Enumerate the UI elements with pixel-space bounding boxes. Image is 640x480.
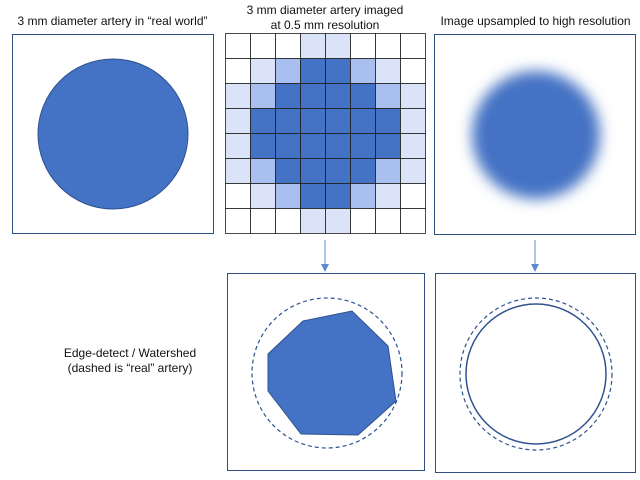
pixel-cell (275, 33, 301, 59)
pixel-grid-panel (225, 33, 426, 234)
pixel-cell (350, 83, 376, 109)
pixel-cell (250, 158, 276, 184)
pixel-cell (375, 158, 401, 184)
pixel-cell (225, 108, 251, 134)
real-artery-dashed-outline (251, 297, 403, 449)
pixel-cell (300, 208, 326, 234)
pixel-cell (250, 183, 276, 209)
pixel-cell (350, 208, 376, 234)
caption-upsampled: Image upsampled to high resolution (440, 14, 631, 28)
pixel-cell (400, 183, 426, 209)
pixel-cell (225, 158, 251, 184)
pixel-cell (325, 208, 351, 234)
pixel-cell (325, 158, 351, 184)
pixel-cell (250, 133, 276, 159)
pixel-cell (350, 133, 376, 159)
pixel-cell (300, 183, 326, 209)
pixel-cell (400, 33, 426, 59)
edge-detect-svg (251, 297, 403, 449)
pixel-cell (400, 208, 426, 234)
pixel-cell (350, 158, 376, 184)
pixel-cell (300, 158, 326, 184)
pixel-cell (250, 58, 276, 84)
pixel-cell (275, 58, 301, 84)
pixel-cell (250, 108, 276, 134)
pixel-cell (250, 83, 276, 109)
pixel-cell (375, 58, 401, 84)
pixel-cell (275, 208, 301, 234)
pixel-cell (300, 133, 326, 159)
pixel-cell (275, 183, 301, 209)
pixel-cell (325, 108, 351, 134)
pixel-cell (350, 183, 376, 209)
pixel-cell (375, 133, 401, 159)
pixel-cell (400, 133, 426, 159)
upsampled-artery-blur (472, 71, 600, 199)
watershed-panel (435, 273, 636, 473)
upsampled-panel (434, 34, 636, 235)
watershed-svg (459, 297, 613, 451)
pixel-cell (250, 33, 276, 59)
pixel-cell (300, 83, 326, 109)
pixel-cell (275, 158, 301, 184)
pixel-cell (300, 108, 326, 134)
pixel-cell (375, 83, 401, 109)
pixel-cell (375, 33, 401, 59)
detected-circle-outline (465, 303, 607, 445)
arrow-down-left (321, 240, 329, 272)
pixel-cell (275, 83, 301, 109)
pixel-cell (225, 183, 251, 209)
pixel-cell (300, 58, 326, 84)
pixel-cell (400, 58, 426, 84)
pixel-cell (325, 33, 351, 59)
caption-imaged-line1: 3 mm diameter artery imaged (246, 3, 404, 17)
pixel-cell (400, 108, 426, 134)
pixel-cell (375, 183, 401, 209)
real-world-panel (12, 34, 214, 234)
pixel-cell (325, 183, 351, 209)
caption-imaged-line2: at 0.5 mm resolution (270, 18, 380, 32)
pixel-cell (350, 108, 376, 134)
side-note-line1: Edge-detect / Watershed (63, 346, 197, 360)
detected-octagon (267, 310, 397, 436)
pixel-cell (325, 58, 351, 84)
real-artery-circle (37, 58, 189, 210)
pixel-cell (225, 208, 251, 234)
pixel-grid-svg (225, 33, 426, 234)
side-note-line2: (dashed is “real” artery) (67, 361, 193, 375)
pixel-cell (225, 133, 251, 159)
pixel-cell (300, 33, 326, 59)
real-artery-dashed-outline (459, 297, 613, 451)
pixel-cell (225, 33, 251, 59)
upsampled-svg (472, 71, 600, 199)
pixel-cell (325, 83, 351, 109)
arrow-down-right (531, 240, 539, 272)
pixel-cell (375, 208, 401, 234)
pixel-cell (250, 208, 276, 234)
pixel-cell (275, 133, 301, 159)
edge-detect-panel (227, 273, 425, 471)
pixel-cell (400, 158, 426, 184)
pixel-cell (275, 108, 301, 134)
pixel-cell (225, 83, 251, 109)
pixel-cell (350, 33, 376, 59)
pixel-cell (375, 108, 401, 134)
pixel-cell (400, 83, 426, 109)
real-artery-svg (37, 58, 189, 210)
pixel-cell (225, 58, 251, 84)
caption-real-world: 3 mm diameter artery in “real world” (17, 14, 208, 28)
pixel-cell (325, 133, 351, 159)
pixel-cell (350, 58, 376, 84)
